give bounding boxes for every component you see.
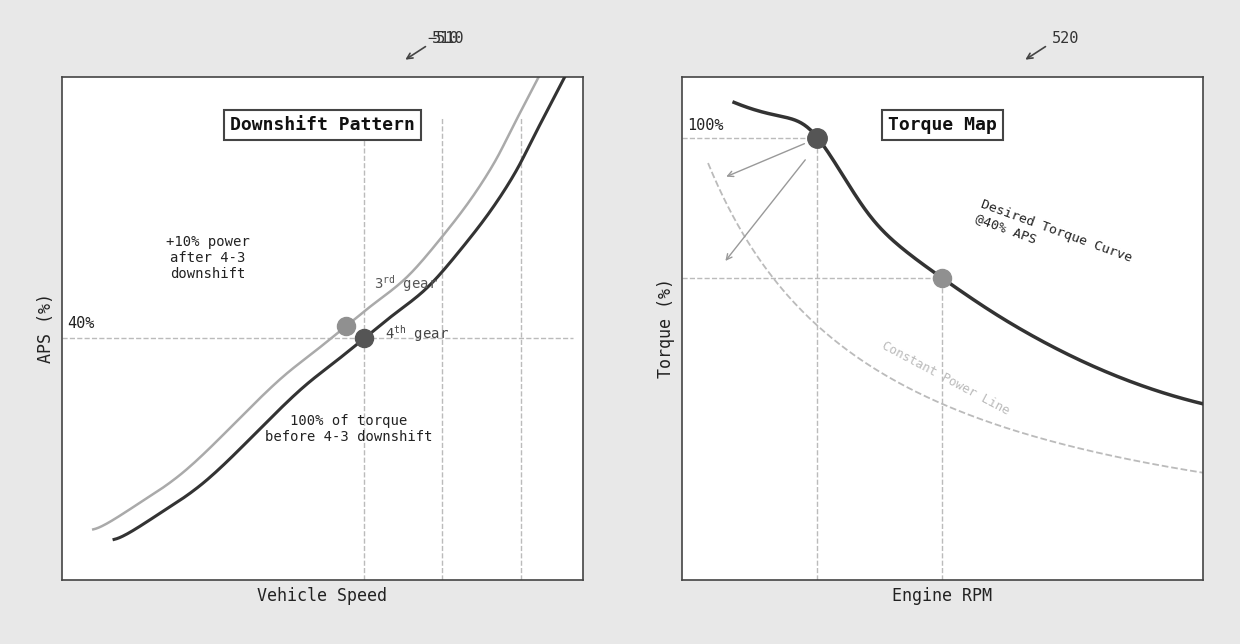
Text: 3$^\mathregular{rd}$ gear: 3$^\mathregular{rd}$ gear (374, 272, 439, 294)
Text: 4$^\mathregular{th}$ gear: 4$^\mathregular{th}$ gear (384, 323, 449, 344)
Text: Torque Map: Torque Map (888, 116, 997, 134)
Text: 40%: 40% (67, 316, 94, 331)
X-axis label: Engine RPM: Engine RPM (893, 587, 992, 605)
Text: 520: 520 (1052, 30, 1079, 46)
X-axis label: Vehicle Speed: Vehicle Speed (258, 587, 387, 605)
Y-axis label: APS (%): APS (%) (37, 294, 55, 363)
Text: +10% power
after 4-3
downshift: +10% power after 4-3 downshift (166, 235, 249, 281)
Y-axis label: Torque (%): Torque (%) (657, 278, 675, 379)
Text: 510: 510 (432, 30, 459, 46)
Text: Downshift Pattern: Downshift Pattern (229, 116, 415, 134)
Text: Constant Power Line: Constant Power Line (880, 339, 1012, 418)
Text: Desired Torque Curve
@40% APS: Desired Torque Curve @40% APS (973, 198, 1133, 279)
Text: 100%: 100% (687, 118, 724, 133)
Text: 100% of torque
before 4-3 downshift: 100% of torque before 4-3 downshift (264, 414, 433, 444)
Text: −510: −510 (428, 30, 464, 46)
